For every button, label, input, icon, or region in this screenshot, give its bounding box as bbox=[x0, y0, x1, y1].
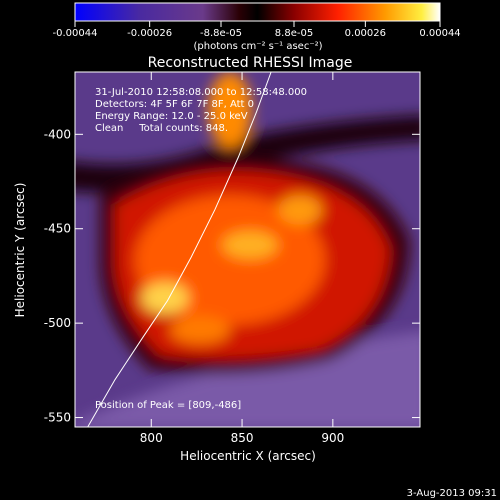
chart-title: Reconstructed RHESSI Image bbox=[148, 55, 353, 71]
x-tick-label: 850 bbox=[231, 431, 254, 445]
annotation-clean: Clean Total counts: 848. bbox=[95, 123, 228, 134]
colorbar-tick-label: 8.8e-05 bbox=[275, 28, 313, 39]
bright-blob-3 bbox=[208, 72, 252, 148]
colorbar-tick-label: -0.00026 bbox=[127, 28, 172, 39]
x-tick-label: 900 bbox=[321, 431, 344, 445]
emission-map bbox=[75, 72, 420, 427]
colorbar-gradient bbox=[74, 2, 441, 22]
y-tick-label: -500 bbox=[44, 316, 71, 330]
bright-blob-5 bbox=[170, 316, 230, 344]
bright-blob-1 bbox=[141, 282, 189, 314]
plot-frame bbox=[74, 71, 421, 428]
bright-blob-4 bbox=[278, 195, 322, 225]
colorbar-units: (photons cm⁻² s⁻¹ asec⁻²) bbox=[193, 41, 322, 52]
colorbar-tick-label: 0.00044 bbox=[419, 28, 460, 39]
image-area bbox=[75, 72, 420, 427]
annotation-block: 31-Jul-2010 12:58:08.000 to 12:58:48.000… bbox=[95, 87, 307, 134]
y-axis-label: Heliocentric Y (arcsec) bbox=[13, 183, 27, 318]
x-tick-label: 800 bbox=[140, 431, 163, 445]
colorbar-ticks: -0.00044 -0.00026 -8.8e-05 8.8e-05 0.00026 0.… bbox=[53, 21, 461, 39]
x-axis-label: Heliocentric X (arcsec) bbox=[180, 449, 316, 463]
colorbar-tick-label: -0.00044 bbox=[53, 28, 98, 39]
y-tick-label: -450 bbox=[44, 222, 71, 236]
solar-limb-curve bbox=[87, 72, 272, 427]
peak-position-label: Position of Peak = [809,-486] bbox=[95, 400, 241, 411]
axis-ticks: 800 850 900 -550 -500 -450 -400 bbox=[44, 72, 420, 445]
annotation-detectors: Detectors: 4F 5F 6F 7F 8F, Att 0 bbox=[95, 99, 254, 110]
annotation-time: 31-Jul-2010 12:58:08.000 to 12:58:48.000 bbox=[95, 87, 307, 98]
colorbar-tick-label: 0.00026 bbox=[345, 28, 386, 39]
bright-blob-2 bbox=[222, 231, 278, 259]
footer-date: 3-Aug-2013 09:31 bbox=[407, 488, 497, 499]
annotation-energy: Energy Range: 12.0 - 25.0 keV bbox=[95, 111, 248, 122]
y-tick-label: -550 bbox=[44, 411, 71, 425]
y-tick-label: -400 bbox=[44, 127, 71, 141]
colorbar: -0.00044 -0.00026 -8.8e-05 8.8e-05 0.00026 0.… bbox=[53, 2, 461, 52]
colorbar-tick-label: -8.8e-05 bbox=[200, 28, 242, 39]
